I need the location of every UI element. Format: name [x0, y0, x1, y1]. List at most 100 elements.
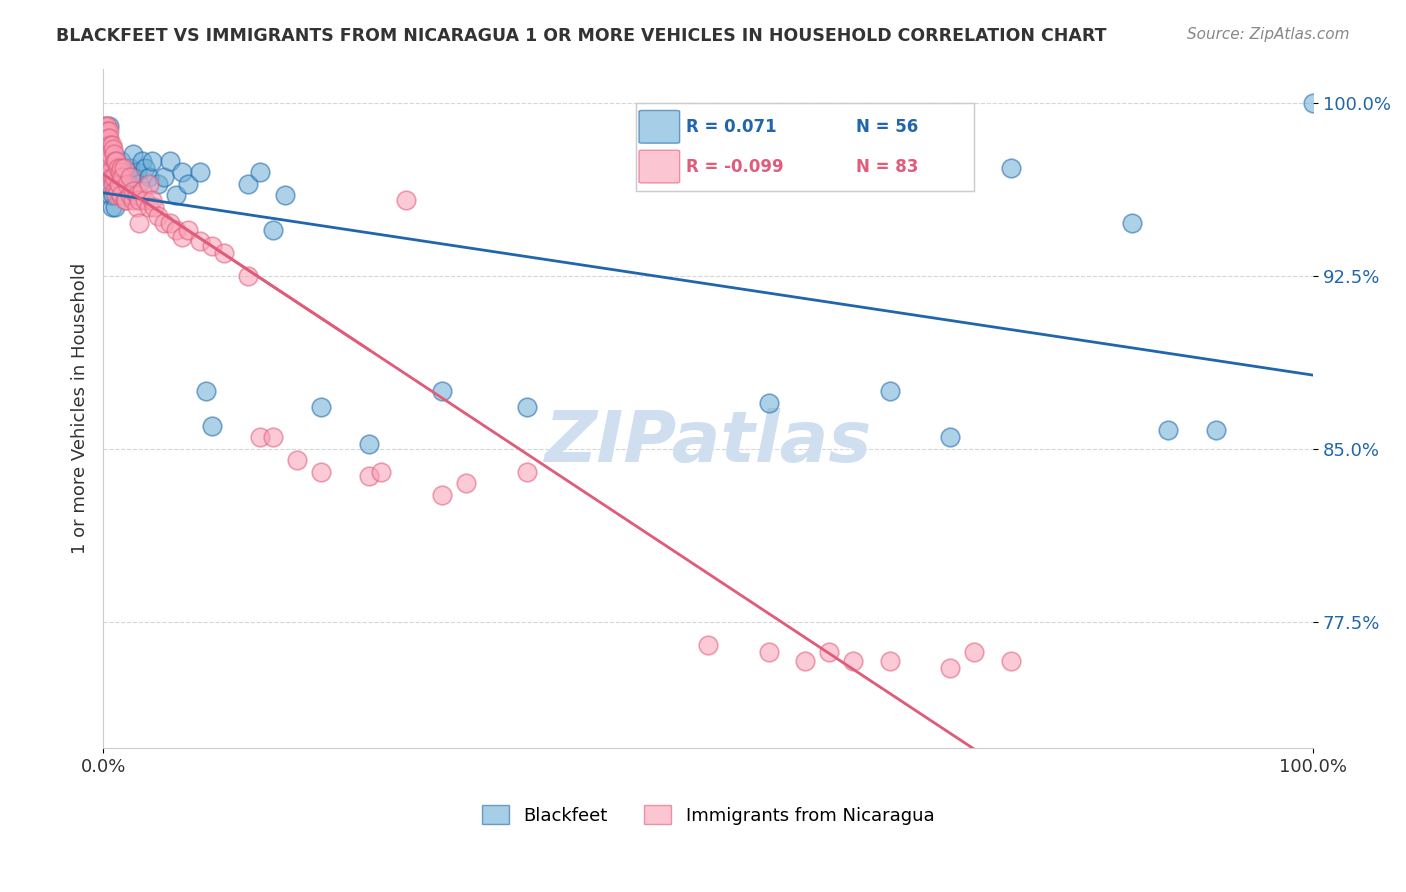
Point — [201, 239, 224, 253]
Point — [105, 153, 128, 168]
Point — [98, 177, 121, 191]
Point — [1302, 96, 1324, 111]
Point — [122, 193, 145, 207]
Point — [273, 188, 295, 202]
Point — [100, 153, 122, 168]
Point — [118, 169, 141, 184]
Point — [152, 216, 174, 230]
Point — [107, 165, 129, 179]
Point — [98, 130, 121, 145]
Point — [201, 418, 224, 433]
Point — [138, 169, 160, 184]
Point — [110, 188, 132, 202]
Point — [1000, 161, 1022, 175]
Point — [93, 119, 115, 133]
Point — [842, 654, 865, 668]
Point — [125, 200, 148, 214]
Point — [146, 209, 169, 223]
Point — [104, 153, 127, 168]
Point — [879, 654, 901, 668]
Point — [1000, 654, 1022, 668]
Point — [285, 453, 308, 467]
Point — [112, 161, 135, 175]
Point — [430, 384, 453, 399]
Point — [107, 177, 129, 191]
Point — [100, 188, 122, 202]
Point — [122, 184, 145, 198]
Point — [131, 153, 153, 168]
Point — [170, 165, 193, 179]
Point — [101, 177, 124, 191]
Point — [118, 161, 141, 175]
Point — [1121, 216, 1143, 230]
Point — [1157, 423, 1180, 437]
Point — [395, 193, 418, 207]
Point — [146, 177, 169, 191]
Point — [100, 137, 122, 152]
Point — [114, 193, 136, 207]
Point — [94, 146, 117, 161]
Point — [101, 165, 124, 179]
Point — [103, 165, 125, 179]
Point — [125, 165, 148, 179]
Point — [93, 142, 115, 156]
Point — [879, 384, 901, 399]
Point — [128, 216, 150, 230]
Point — [170, 229, 193, 244]
Point — [456, 476, 478, 491]
Point — [122, 146, 145, 161]
Point — [100, 146, 122, 161]
Point — [188, 235, 211, 249]
Point — [103, 169, 125, 184]
Point — [238, 268, 260, 283]
Point — [98, 124, 121, 138]
Point — [165, 188, 187, 202]
Point — [100, 177, 122, 191]
Point — [98, 161, 121, 175]
Point — [141, 153, 163, 168]
Point — [212, 246, 235, 260]
Point — [101, 142, 124, 156]
Point — [96, 130, 118, 145]
Point — [98, 153, 121, 168]
Point — [97, 130, 120, 145]
Point — [97, 165, 120, 179]
Point — [262, 223, 284, 237]
Point — [370, 465, 392, 479]
Point — [939, 661, 962, 675]
Point — [104, 177, 127, 191]
Point — [188, 165, 211, 179]
Point — [110, 153, 132, 168]
Point — [134, 193, 156, 207]
Point — [108, 177, 131, 191]
Point — [262, 430, 284, 444]
Point — [94, 119, 117, 133]
Point — [100, 137, 122, 152]
Point — [141, 193, 163, 207]
Point — [100, 165, 122, 179]
Point — [93, 130, 115, 145]
Point — [94, 153, 117, 168]
Point — [115, 193, 138, 207]
Point — [104, 184, 127, 198]
Point — [117, 169, 139, 184]
Point — [159, 153, 181, 168]
Text: Source: ZipAtlas.com: Source: ZipAtlas.com — [1187, 27, 1350, 42]
Point — [309, 401, 332, 415]
Text: ZIPatlas: ZIPatlas — [544, 408, 872, 477]
Point — [125, 188, 148, 202]
Point — [97, 169, 120, 184]
Point — [195, 384, 218, 399]
Point — [108, 165, 131, 179]
Point — [98, 119, 121, 133]
Point — [100, 200, 122, 214]
Point — [309, 465, 332, 479]
Point — [131, 184, 153, 198]
Point — [94, 165, 117, 179]
Point — [122, 169, 145, 184]
Point — [96, 124, 118, 138]
Point — [794, 654, 817, 668]
Point — [165, 223, 187, 237]
Point — [110, 161, 132, 175]
Point — [96, 153, 118, 168]
